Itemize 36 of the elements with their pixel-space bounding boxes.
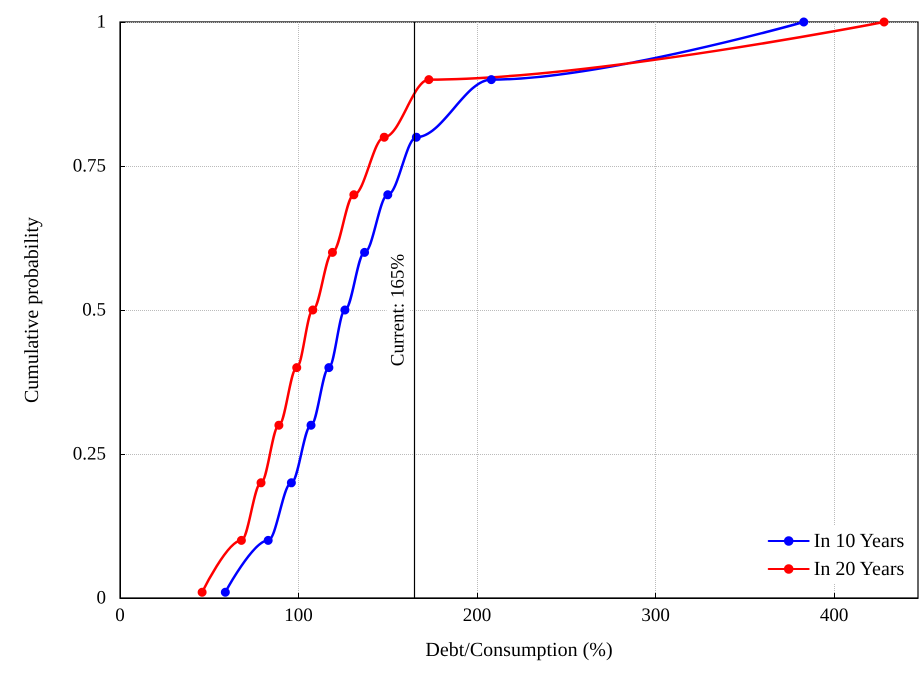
y-tick-label: 0.75 (72, 156, 106, 176)
ref-line-label: Current: 165% (388, 254, 409, 366)
point (380, 132, 389, 142)
x-tick-label: 400 (820, 605, 848, 626)
point (328, 248, 337, 257)
point (264, 536, 273, 545)
point (424, 75, 434, 84)
point (198, 588, 207, 597)
point (383, 190, 392, 200)
x-axis-title: Debt/Consumption (%) (425, 639, 613, 661)
y-tick-label: 0 (96, 588, 106, 608)
y-axis-title: Cumulative probability (21, 216, 43, 404)
point (799, 18, 808, 26)
legend-label: In 20 Years (814, 558, 904, 580)
point (308, 306, 318, 314)
y-tick-label: 0.25 (72, 444, 106, 464)
point (256, 478, 266, 488)
point (306, 420, 316, 430)
point (486, 75, 496, 84)
point (236, 536, 246, 545)
point (324, 363, 334, 372)
legend-label: In 10 Years (814, 530, 904, 552)
y-tick-label: 1 (96, 12, 106, 32)
x-tick-label: 0 (115, 605, 125, 626)
point (340, 306, 350, 314)
point (880, 18, 889, 26)
point (220, 588, 230, 597)
point (349, 190, 358, 200)
point (292, 363, 302, 372)
x-tick-label: 200 (462, 605, 492, 626)
point (360, 248, 370, 257)
x-tick-label: 300 (641, 605, 670, 626)
point (286, 478, 296, 488)
y-tick-label: 0.5 (82, 300, 106, 320)
x-tick-label: 100 (284, 605, 313, 626)
point (274, 420, 284, 430)
